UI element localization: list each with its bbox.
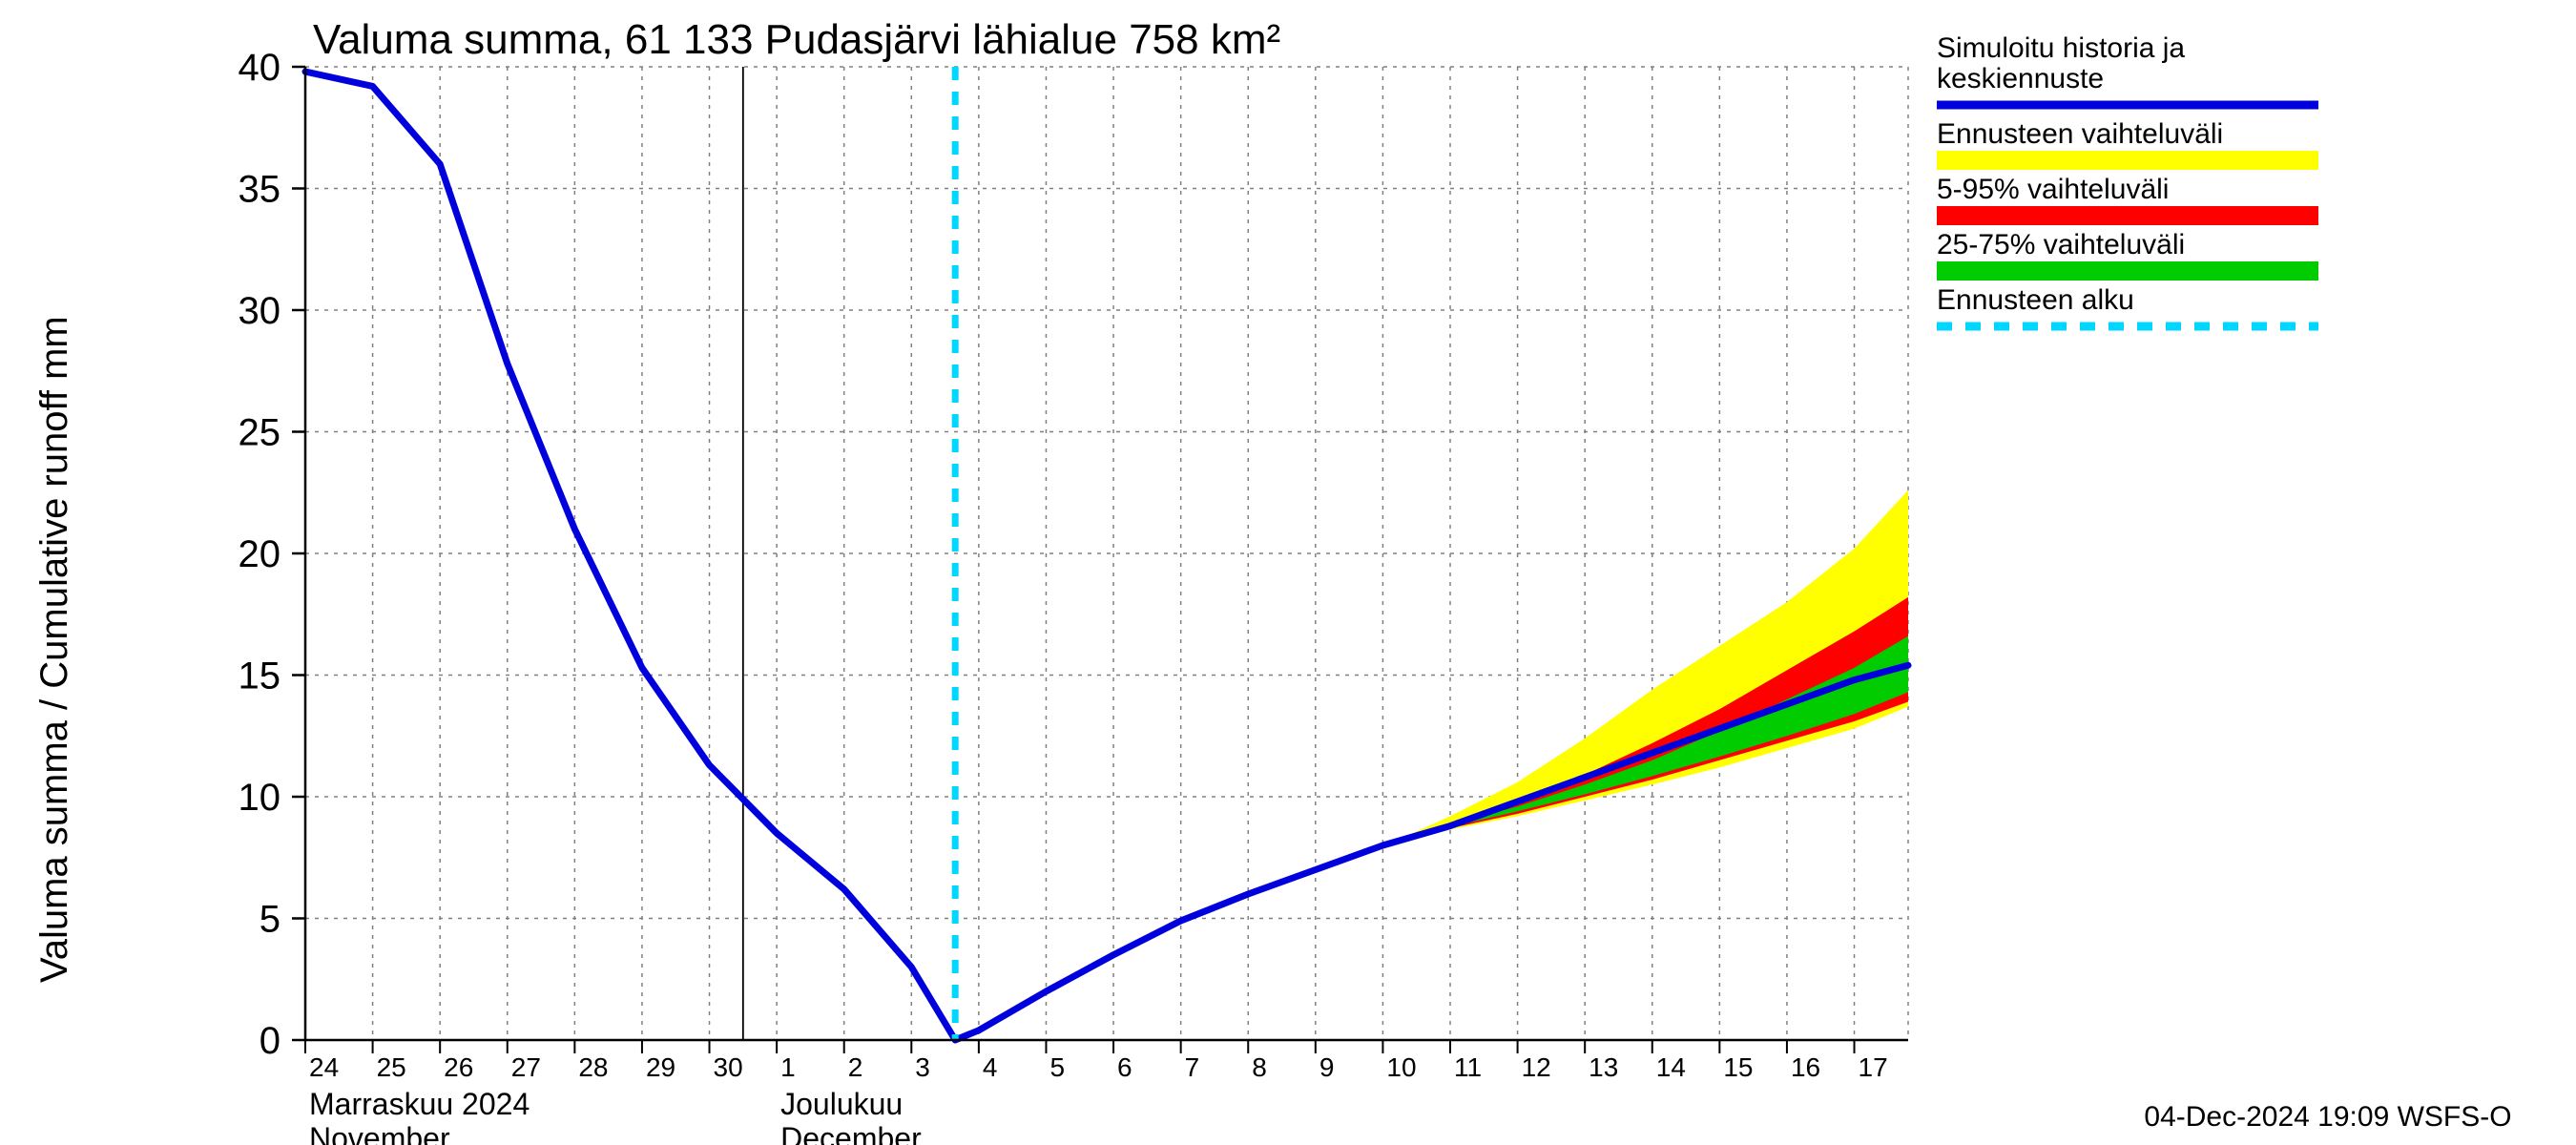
legend-swatch-band — [1937, 261, 2318, 281]
y-tick-label: 20 — [239, 533, 281, 575]
x-tick-label: 14 — [1656, 1052, 1686, 1082]
chart-svg: 0510152025303540242526272829301234567891… — [0, 0, 2576, 1145]
chart-title: Valuma summa, 61 133 Pudasjärvi lähialue… — [313, 16, 1280, 63]
x-tick-label: 2 — [848, 1052, 863, 1082]
x-tick-label: 17 — [1859, 1052, 1888, 1082]
y-tick-label: 15 — [239, 656, 281, 697]
month-label-left-2: November — [309, 1121, 450, 1145]
x-tick-label: 16 — [1791, 1052, 1820, 1082]
chart-root: 0510152025303540242526272829301234567891… — [0, 0, 2576, 1145]
legend-label: Simuloitu historia ja — [1937, 32, 2185, 64]
y-tick-label: 35 — [239, 169, 281, 211]
x-tick-label: 6 — [1117, 1052, 1132, 1082]
legend-label: 25-75% vaihteluväli — [1937, 229, 2185, 260]
x-tick-label: 11 — [1454, 1052, 1482, 1082]
month-label-left-1: Marraskuu 2024 — [309, 1087, 530, 1121]
x-tick-label: 15 — [1723, 1052, 1753, 1082]
x-tick-label: 9 — [1319, 1052, 1335, 1082]
y-tick-label: 25 — [239, 412, 281, 454]
x-tick-label: 24 — [309, 1052, 339, 1082]
legend-label: Ennusteen vaihteluväli — [1937, 118, 2223, 150]
month-label-right-1: Joulukuu — [780, 1087, 903, 1121]
legend-label: 5-95% vaihteluväli — [1937, 174, 2169, 205]
x-tick-label: 3 — [915, 1052, 930, 1082]
x-tick-label: 28 — [578, 1052, 608, 1082]
y-tick-label: 0 — [260, 1020, 280, 1062]
x-tick-label: 25 — [377, 1052, 406, 1082]
x-tick-label: 27 — [511, 1052, 541, 1082]
x-tick-label: 26 — [444, 1052, 473, 1082]
x-tick-label: 8 — [1252, 1052, 1267, 1082]
y-tick-label: 5 — [260, 899, 280, 941]
month-label-right-2: December — [780, 1121, 922, 1145]
x-tick-label: 7 — [1185, 1052, 1200, 1082]
legend-label: keskiennuste — [1937, 63, 2104, 94]
x-tick-label: 4 — [983, 1052, 998, 1082]
y-axis-label: Valuma summa / Cumulative runoff mm — [33, 316, 75, 983]
x-tick-label: 10 — [1386, 1052, 1416, 1082]
x-tick-label: 1 — [780, 1052, 796, 1082]
x-tick-label: 5 — [1049, 1052, 1065, 1082]
y-tick-label: 40 — [239, 47, 281, 89]
x-tick-label: 13 — [1589, 1052, 1618, 1082]
footer-timestamp: 04-Dec-2024 19:09 WSFS-O — [2144, 1101, 2511, 1133]
legend-swatch-band — [1937, 151, 2318, 170]
x-tick-label: 30 — [714, 1052, 743, 1082]
legend-label: Ennusteen alku — [1937, 284, 2134, 316]
y-tick-label: 10 — [239, 777, 281, 819]
x-tick-label: 12 — [1522, 1052, 1551, 1082]
y-tick-label: 30 — [239, 290, 281, 332]
x-tick-label: 29 — [646, 1052, 675, 1082]
legend-swatch-band — [1937, 206, 2318, 225]
